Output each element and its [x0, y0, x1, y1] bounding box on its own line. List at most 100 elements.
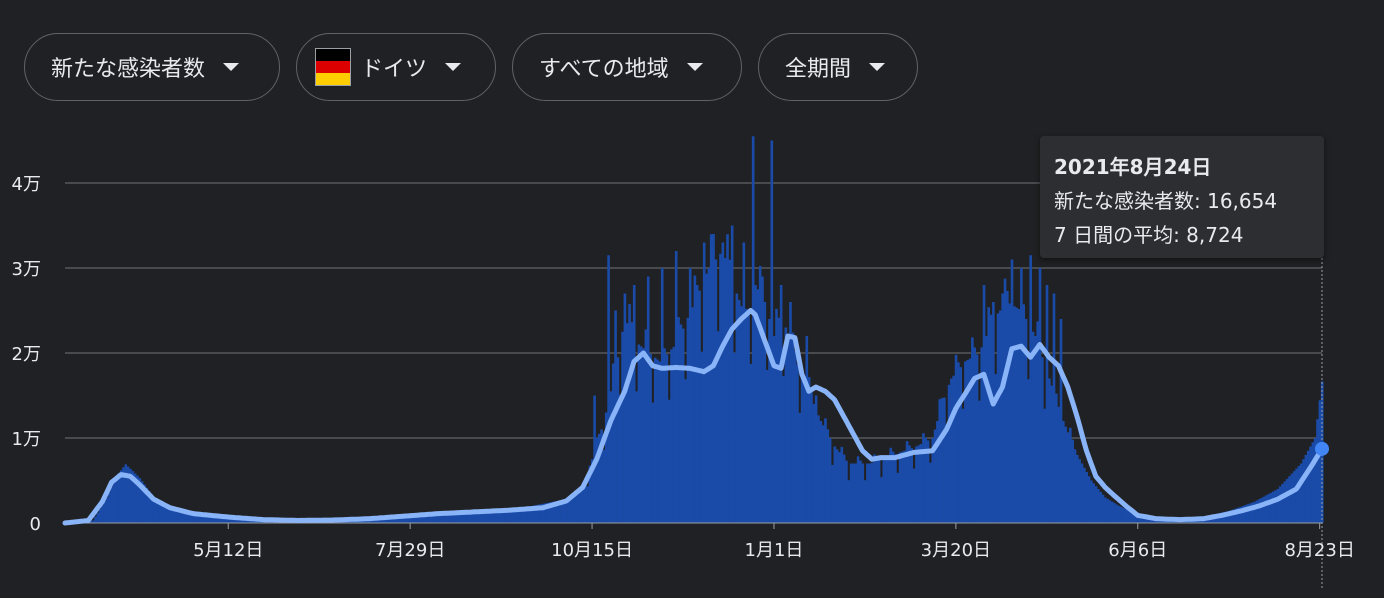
case-bar	[712, 234, 715, 523]
case-bar	[437, 515, 440, 523]
case-bar	[1278, 486, 1282, 523]
case-bar	[912, 468, 916, 523]
case-bar	[1022, 304, 1025, 523]
case-bar	[586, 486, 589, 523]
case-bar	[548, 502, 552, 523]
case-bar	[803, 381, 806, 523]
case-bar	[1250, 502, 1254, 523]
case-bar	[430, 515, 433, 523]
case-bar	[971, 337, 974, 523]
case-bar	[747, 310, 750, 523]
y-tick-label: 3万	[12, 259, 41, 280]
case-bar	[562, 499, 566, 523]
case-bar	[691, 307, 694, 523]
case-bar	[534, 505, 538, 523]
case-bar	[679, 324, 683, 523]
case-bar	[1055, 393, 1058, 523]
case-bar	[406, 517, 410, 523]
chevron-down-icon	[223, 63, 240, 71]
case-bar	[756, 289, 760, 523]
case-bar	[1283, 481, 1287, 523]
case-bar	[838, 452, 841, 523]
case-bar	[929, 462, 932, 523]
case-bar	[399, 517, 403, 523]
case-bar	[957, 362, 960, 523]
case-bar	[1267, 494, 1270, 523]
case-bar	[458, 513, 461, 523]
case-bar	[164, 504, 167, 523]
case-bar	[1229, 510, 1233, 523]
case-bar	[122, 467, 125, 523]
case-bar	[1041, 357, 1044, 523]
case-bar	[959, 367, 963, 523]
case-bar	[950, 378, 953, 523]
case-bar	[1257, 499, 1261, 523]
x-tick-label: 10月15日	[551, 540, 633, 561]
case-bar	[590, 459, 594, 523]
case-bar	[735, 293, 739, 523]
case-bar	[1013, 306, 1016, 523]
case-bar	[112, 481, 116, 523]
case-bar	[674, 251, 678, 523]
case-bar	[518, 507, 522, 523]
case-bar	[989, 314, 993, 523]
case-bar	[1017, 309, 1021, 523]
case-bar	[758, 265, 762, 523]
case-bar	[511, 507, 515, 523]
case-bar	[103, 501, 107, 523]
case-bar	[938, 399, 942, 523]
case-bar	[1269, 492, 1273, 523]
case-bar	[821, 425, 825, 523]
case-bar	[423, 516, 426, 523]
case-bar	[574, 490, 578, 523]
case-bar	[719, 253, 722, 524]
case-bar	[497, 508, 501, 523]
metric-dropdown[interactable]: 新たな感染者数	[24, 33, 280, 101]
case-bar	[1232, 509, 1235, 523]
country-dropdown[interactable]: ドイツ	[296, 33, 496, 101]
case-bar	[1036, 321, 1039, 523]
case-bar	[404, 517, 407, 523]
period-dropdown[interactable]: 全期間	[758, 33, 918, 101]
case-bar	[126, 466, 130, 523]
case-bar	[492, 509, 496, 523]
case-bar	[1038, 268, 1042, 523]
case-bar	[695, 285, 699, 523]
chevron-down-icon	[869, 63, 886, 71]
case-bar	[677, 317, 680, 523]
flag-stripe-gold	[316, 73, 350, 85]
case-bar	[994, 374, 998, 523]
case-bar	[765, 370, 769, 523]
case-bar	[926, 440, 930, 523]
case-bar	[420, 516, 424, 523]
case-bar	[980, 347, 984, 523]
case-bar	[933, 429, 937, 523]
case-bar	[1031, 331, 1035, 523]
case-bar	[432, 515, 435, 523]
case-bar	[730, 225, 734, 523]
case-bar	[597, 433, 601, 523]
case-bar	[793, 350, 797, 523]
region-dropdown[interactable]: すべての地域	[512, 33, 742, 101]
case-bar	[565, 499, 568, 523]
case-bar	[108, 492, 111, 523]
case-bar	[1134, 513, 1137, 523]
case-bar	[595, 437, 599, 523]
case-bar	[434, 515, 438, 523]
case-bar	[614, 310, 617, 523]
case-bar	[388, 517, 391, 523]
case-bar	[1309, 446, 1312, 523]
case-bar	[798, 412, 802, 523]
case-bar	[910, 448, 914, 523]
case-bar	[411, 516, 414, 523]
case-bar	[465, 512, 468, 523]
case-bar	[863, 480, 867, 523]
case-bar	[376, 518, 380, 523]
case-bar	[1010, 259, 1014, 523]
case-bar	[560, 500, 564, 523]
case-bar	[1141, 515, 1144, 523]
case-bar	[1090, 480, 1093, 523]
case-bar	[555, 501, 559, 523]
case-bar	[213, 515, 216, 523]
